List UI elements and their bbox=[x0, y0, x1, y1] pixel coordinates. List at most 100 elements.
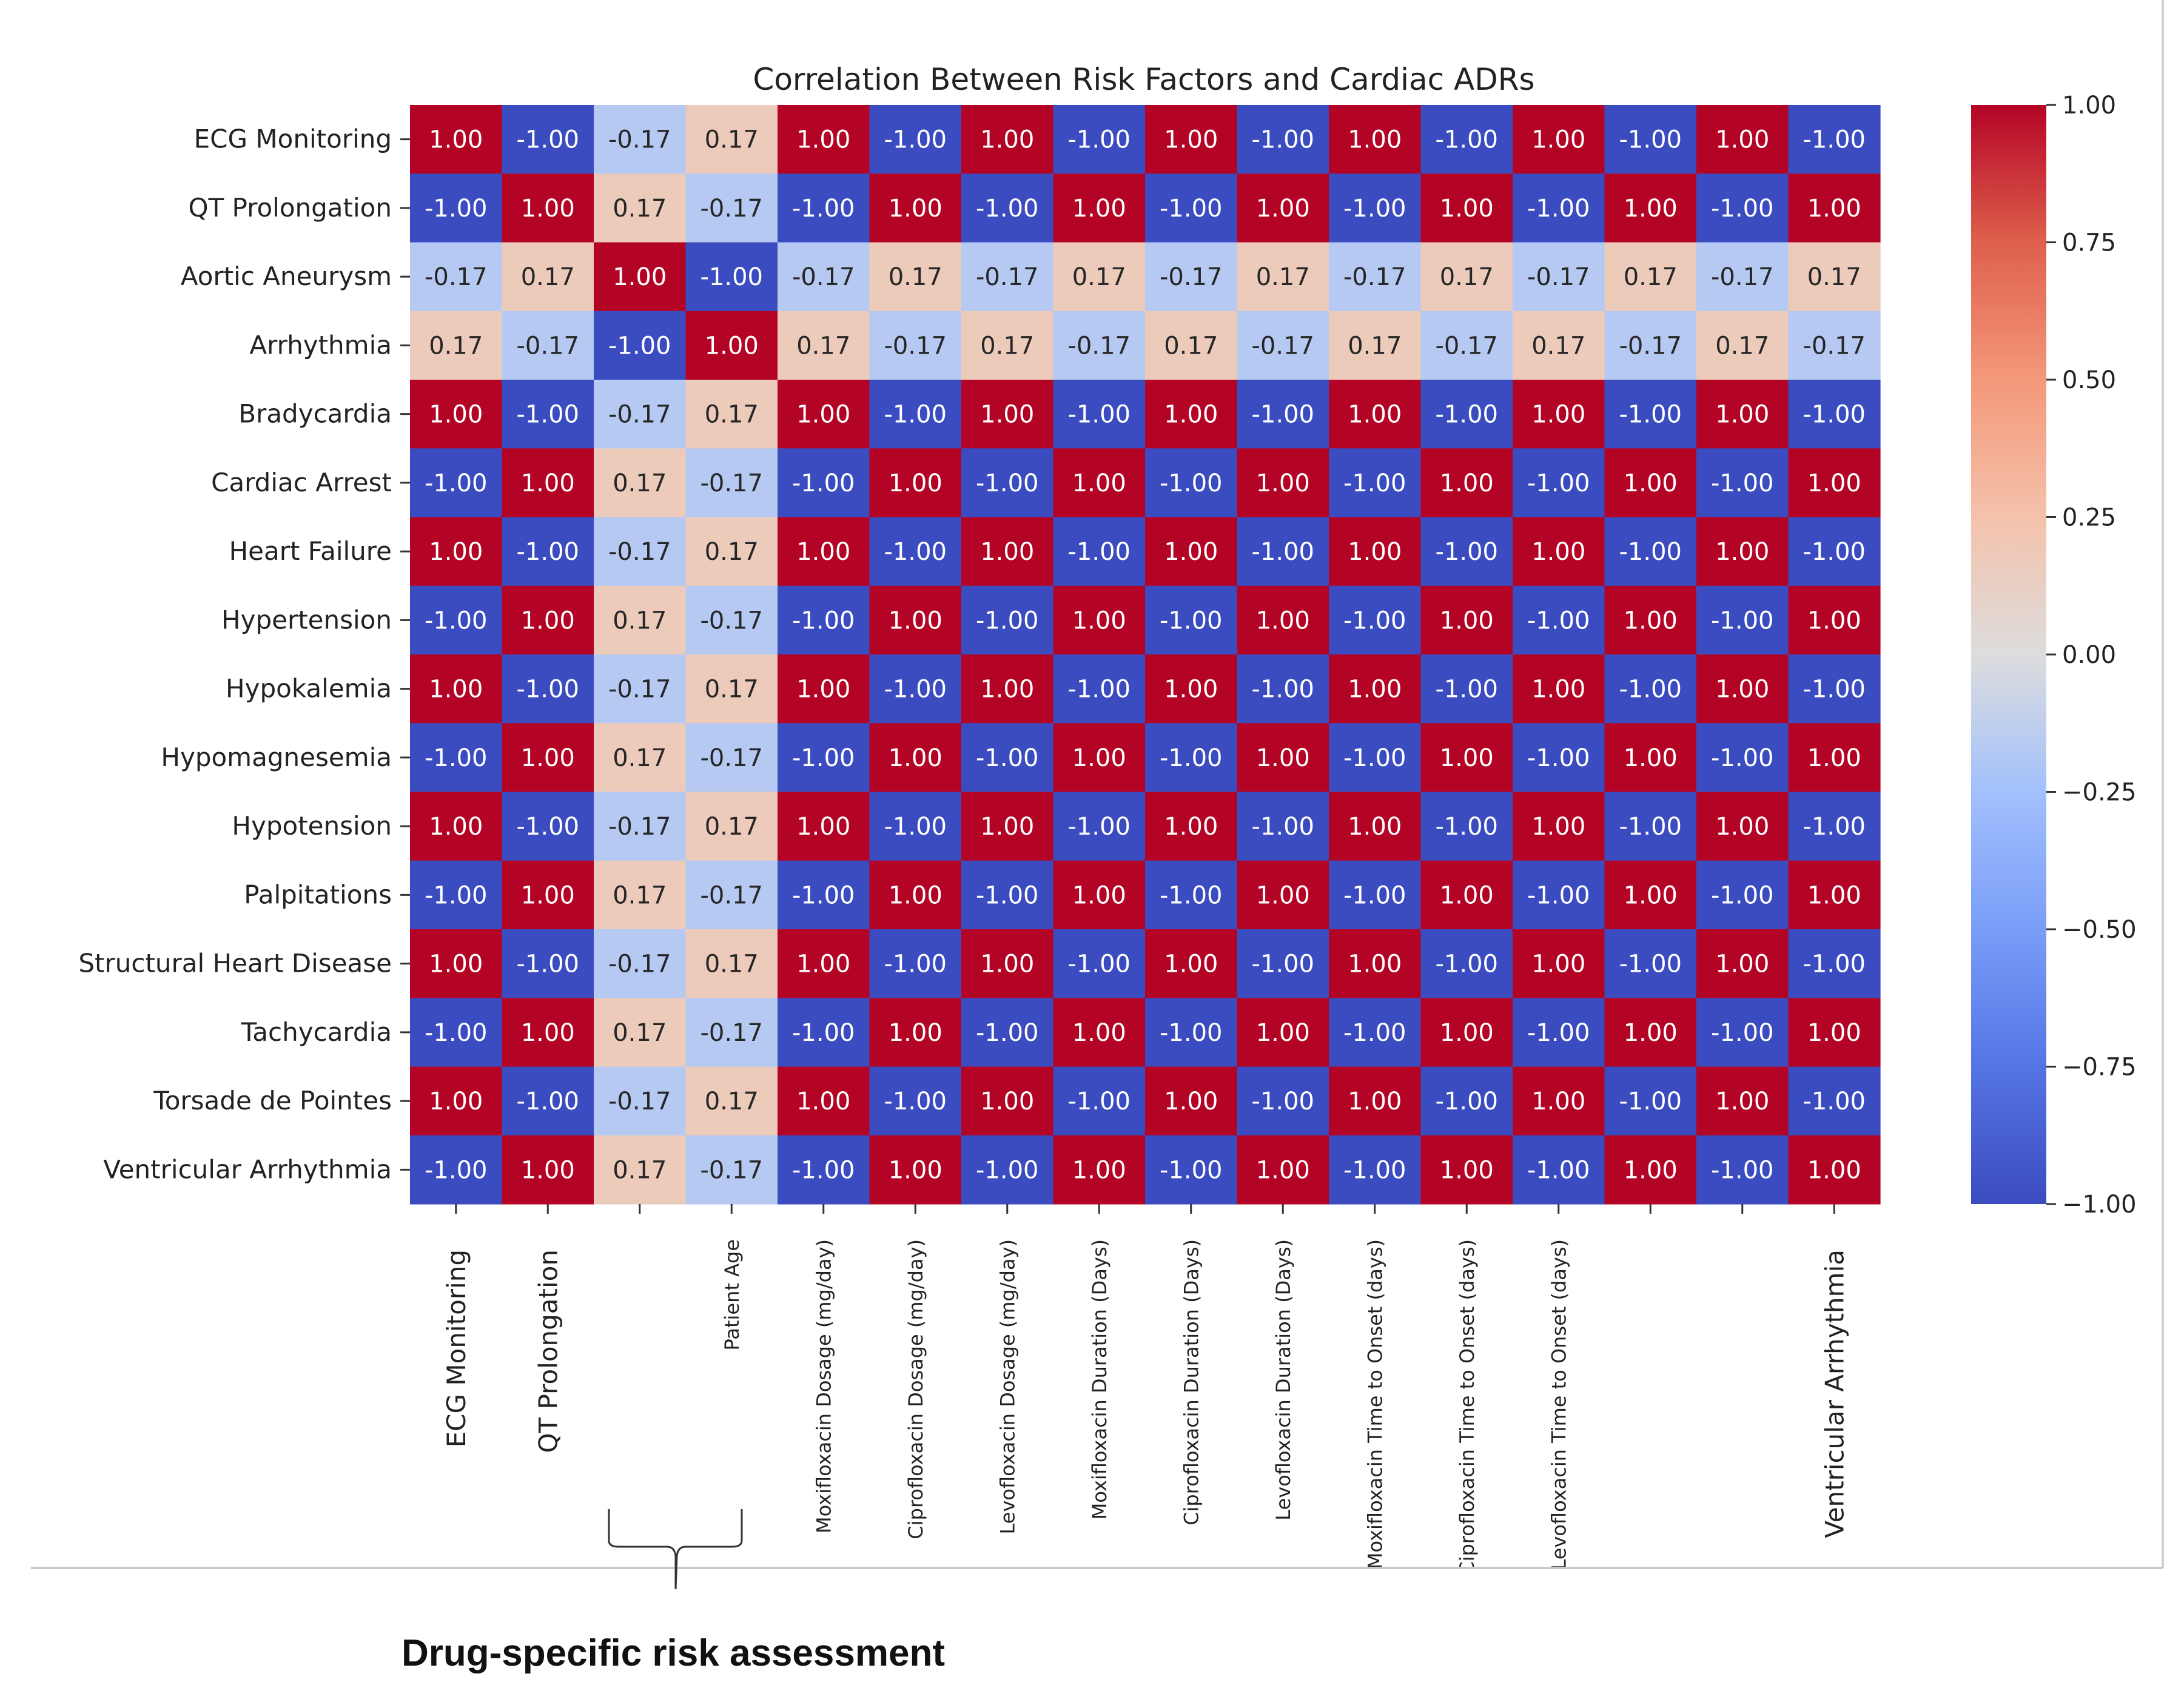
row-label: Hypokalemia bbox=[226, 674, 392, 704]
heatmap-cell bbox=[1053, 448, 1146, 518]
cell-value-label: 1.00 bbox=[1440, 469, 1494, 497]
heatmap-cell bbox=[410, 585, 503, 655]
heatmap-cell bbox=[961, 585, 1054, 655]
heatmap-cell bbox=[1604, 929, 1697, 998]
heatmap-cell bbox=[1788, 517, 1881, 587]
heatmap-cell bbox=[1788, 998, 1881, 1068]
cell-value-label: 1.00 bbox=[1807, 607, 1861, 634]
heatmap-cell bbox=[410, 1066, 503, 1136]
heatmap-cell bbox=[502, 242, 594, 312]
cell-value-label: -1.00 bbox=[1343, 607, 1406, 634]
heatmap-cell bbox=[1329, 929, 1422, 998]
heatmap-cell bbox=[1145, 585, 1238, 655]
cell-value-label: 1.00 bbox=[796, 1088, 850, 1115]
cell-value-label: -1.00 bbox=[1527, 195, 1590, 223]
row-label: Ventricular Arrhythmia bbox=[103, 1154, 392, 1184]
heatmap-cell bbox=[410, 1135, 503, 1205]
heatmap-cell bbox=[1696, 1066, 1789, 1136]
cell-value-label: -1.00 bbox=[1068, 1088, 1131, 1115]
cell-value-label: -1.00 bbox=[1343, 1019, 1406, 1047]
heatmap-cell bbox=[1604, 792, 1697, 861]
cell-value-label: -1.00 bbox=[792, 195, 855, 223]
row-label: Tachycardia bbox=[241, 1017, 392, 1047]
cell-value-label: 0.17 bbox=[980, 332, 1034, 360]
cell-value-label: -1.00 bbox=[1252, 813, 1315, 841]
cell-value-label: -1.00 bbox=[1436, 676, 1499, 704]
cell-value-label: 0.17 bbox=[1440, 263, 1494, 291]
cell-value-label: 1.00 bbox=[1256, 195, 1310, 223]
cell-value-label: 1.00 bbox=[1531, 401, 1585, 429]
cell-value-label: 1.00 bbox=[796, 813, 850, 841]
heatmap-cell bbox=[410, 448, 503, 518]
cell-value-label: 1.00 bbox=[1256, 744, 1310, 772]
cell-value-label: 1.00 bbox=[1715, 126, 1769, 154]
cell-value-label: -1.00 bbox=[517, 126, 580, 154]
cell-value-label: -1.00 bbox=[1068, 401, 1131, 429]
row-label: QT Prolongation bbox=[188, 193, 392, 223]
heatmap-cell bbox=[685, 448, 778, 518]
heatmap-cell bbox=[502, 860, 594, 930]
cell-value-label: 1.00 bbox=[1807, 195, 1861, 223]
cell-value-label: 1.00 bbox=[889, 607, 942, 634]
heatmap-cell bbox=[1604, 654, 1697, 724]
cell-value-label: 1.00 bbox=[1715, 401, 1769, 429]
cell-value-label: -1.00 bbox=[1803, 950, 1866, 978]
heatmap-cell bbox=[961, 380, 1054, 449]
cell-value-label: -0.17 bbox=[1252, 332, 1315, 360]
cell-value-label: -1.00 bbox=[1068, 676, 1131, 704]
heatmap-cell bbox=[1145, 1066, 1238, 1136]
cell-value-label: -1.00 bbox=[792, 607, 855, 634]
heatmap-cell bbox=[685, 242, 778, 312]
heatmap-cell bbox=[594, 860, 687, 930]
heatmap-cell bbox=[1329, 792, 1422, 861]
heatmap-cell bbox=[685, 1066, 778, 1136]
heatmap-cell bbox=[1420, 792, 1513, 861]
heatmap-cell bbox=[1053, 1135, 1146, 1205]
cell-value-label: 1.00 bbox=[1715, 1088, 1769, 1115]
cell-value-label: 1.00 bbox=[1624, 607, 1678, 634]
heatmap-cell bbox=[1513, 380, 1605, 449]
cell-value-label: 0.17 bbox=[705, 1088, 759, 1115]
heatmap-cell bbox=[869, 380, 962, 449]
heatmap-cell bbox=[1420, 585, 1513, 655]
cell-value-label: -1.00 bbox=[425, 469, 488, 497]
heatmap-cell bbox=[1145, 173, 1238, 243]
colorbar-tick-label: −1.00 bbox=[2062, 1191, 2137, 1219]
cell-value-label: -1.00 bbox=[1711, 881, 1774, 909]
cell-value-label: 1.00 bbox=[1624, 881, 1678, 909]
heatmap-cell bbox=[1420, 517, 1513, 587]
cell-value-label: -0.17 bbox=[701, 607, 764, 634]
cell-value-label: -1.00 bbox=[1803, 126, 1866, 154]
bracket-caption: Drug-specific risk assessment bbox=[402, 1632, 945, 1674]
cell-value-label: -1.00 bbox=[1619, 813, 1682, 841]
cell-value-label: 1.00 bbox=[1164, 813, 1218, 841]
colorbar: 1.00 0.75 0.50 0.25 0.00 −0.25 −0.50 −0.75 −1.00 bbox=[1971, 92, 2137, 1219]
heatmap-cell bbox=[961, 311, 1054, 380]
cell-value-label: -1.00 bbox=[1436, 1088, 1499, 1115]
heatmap-cell bbox=[869, 105, 962, 174]
heatmap-cells: 1.00 -1.00 -0.17 0.17 1.00 -1.00 1.00 -1.00 1.00… bbox=[410, 105, 1881, 1205]
heatmap-cell bbox=[685, 929, 778, 998]
cell-value-label: -1.00 bbox=[1619, 401, 1682, 429]
cell-value-label: -1.00 bbox=[1711, 744, 1774, 772]
heatmap-cell bbox=[685, 860, 778, 930]
heatmap-cell bbox=[961, 998, 1054, 1068]
heatmap-cell bbox=[1237, 792, 1329, 861]
heatmap-cell bbox=[1237, 173, 1329, 243]
heatmap-cell bbox=[594, 585, 687, 655]
heatmap-cell bbox=[778, 654, 870, 724]
heatmap-cell bbox=[1696, 173, 1789, 243]
heatmap-cell bbox=[1513, 792, 1605, 861]
cell-value-label: 1.00 bbox=[1256, 881, 1310, 909]
heatmap-cell bbox=[1788, 242, 1881, 312]
heatmap-cell bbox=[1513, 448, 1605, 518]
heatmap-cell bbox=[1420, 311, 1513, 380]
heatmap-cell bbox=[1696, 242, 1789, 312]
cell-value-label: -1.00 bbox=[1711, 1019, 1774, 1047]
cell-value-label: 1.00 bbox=[1348, 950, 1402, 978]
heatmap-cell bbox=[778, 448, 870, 518]
cell-value-label: -1.00 bbox=[1160, 1156, 1223, 1184]
heatmap-cell bbox=[869, 654, 962, 724]
cell-value-label: 1.00 bbox=[889, 744, 942, 772]
heatmap-cell bbox=[869, 173, 962, 243]
